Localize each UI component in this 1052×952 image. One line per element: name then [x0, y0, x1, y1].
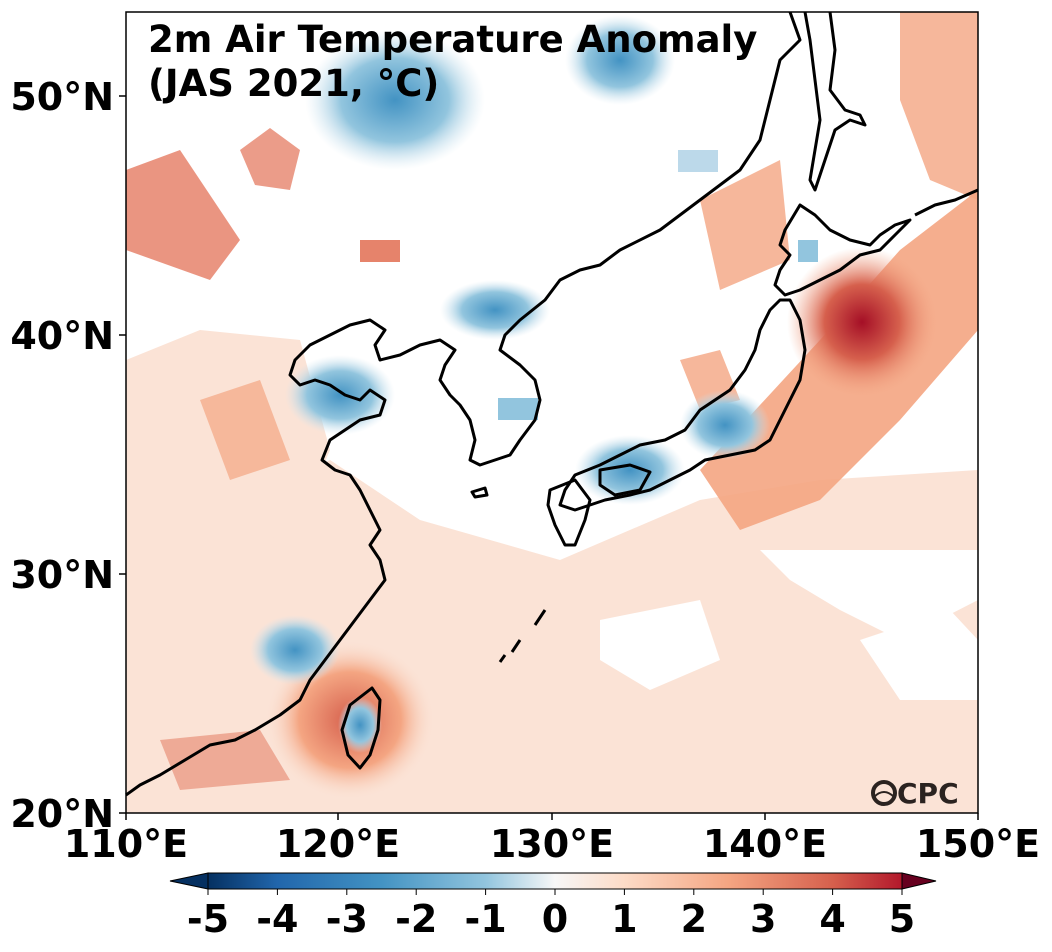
cpc-logo-text: CPC: [897, 777, 959, 810]
map-title-line2: (JAS 2021, °C): [148, 62, 439, 105]
warm-anomaly-region: [700, 160, 790, 290]
no-data-gap: [600, 600, 720, 690]
colorbar-tick-label: -5: [187, 897, 229, 941]
colorbar-bar: [207, 872, 903, 890]
colorbar-tick-label: 2: [681, 897, 707, 941]
warm-anomaly-region: [200, 380, 290, 480]
colorbar-tick-label: -1: [464, 897, 506, 941]
jeju-island: [470, 486, 489, 499]
colorbar-tick-label: 5: [889, 897, 915, 941]
map-title-line1: 2m Air Temperature Anomaly: [148, 18, 757, 61]
x-tick-label: 150°E: [916, 822, 1040, 866]
colorbar-tick-label: -2: [395, 897, 437, 941]
colorbar: [169, 872, 937, 890]
colorbar-tick-label: 4: [819, 897, 845, 941]
y-tick-label: 40°N: [10, 314, 114, 358]
kuril-islands: [914, 188, 979, 217]
warm-anomaly-region: [126, 150, 240, 280]
cool-anomaly-region: [678, 150, 718, 172]
axis-ticks: [119, 95, 979, 820]
y-tick-label: 50°N: [10, 75, 114, 119]
colorbar-tick-label: 1: [611, 897, 637, 941]
shikoku-coastline: [598, 463, 652, 497]
colorbar-extend-min: [169, 872, 209, 890]
warm-anomaly-region: [240, 128, 300, 190]
colorbar-ticks: -5 -4 -3 -2 -1 0 1 2 3 4 5: [187, 889, 915, 941]
cool-anomaly-region: [498, 398, 538, 420]
taiwan-coastline: [340, 686, 382, 770]
cool-anomaly-region: [440, 280, 550, 340]
x-tick-label: 110°E: [64, 822, 188, 866]
colorbar-tick-label: -3: [326, 897, 368, 941]
kyushu-coastline: [546, 478, 592, 547]
warm-anomaly-region: [360, 240, 400, 262]
warm-anomaly-region: [900, 12, 978, 200]
hokkaido-coastline: [773, 203, 912, 297]
anomaly-field: [126, 12, 978, 813]
cool-anomaly-region: [305, 30, 485, 170]
x-tick-label: 120°E: [276, 822, 400, 866]
x-tick-label: 130°E: [490, 822, 614, 866]
colorbar-tick-label: 3: [750, 897, 776, 941]
ryukyu-islands: [498, 609, 547, 663]
honshu-coastline: [558, 298, 807, 512]
no-data-gap: [860, 610, 978, 700]
warm-anomaly-region: [160, 730, 290, 790]
warm-anomaly-maximum: [787, 247, 937, 397]
sakhalin-coastline: [803, 11, 867, 192]
cool-anomaly-region: [798, 240, 818, 262]
colorbar-tick-label: 0: [542, 897, 568, 941]
cool-anomaly-region: [250, 615, 340, 685]
coastlines: [125, 11, 979, 797]
colorbar-extend-max: [901, 872, 937, 890]
cool-anomaly-region: [565, 15, 675, 105]
x-tick-label: 140°E: [703, 822, 827, 866]
y-tick-label: 30°N: [10, 553, 114, 597]
cool-anomaly-region: [285, 355, 395, 435]
no-data-gap: [760, 550, 978, 640]
y-tick-label: 20°N: [10, 792, 114, 836]
cpc-logo: CPC: [871, 777, 959, 810]
colorbar-tick-label: -4: [256, 897, 298, 941]
mainland-coastline: [125, 11, 802, 797]
warm-anomaly-region: [126, 330, 330, 620]
